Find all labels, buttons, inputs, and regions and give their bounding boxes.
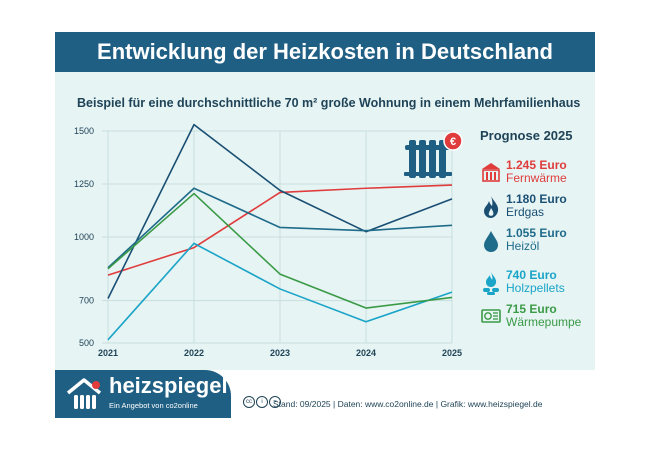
y-tick-label: 1500	[74, 126, 94, 136]
series-line-fernwärme	[107, 184, 453, 276]
euro-symbol: €	[450, 136, 456, 148]
y-tick-label: 500	[79, 338, 94, 348]
infographic-card: Entwicklung der Heizkosten in Deutschlan…	[55, 32, 595, 418]
x-tick-label: 2022	[184, 348, 204, 358]
y-tick-label: 700	[79, 296, 94, 306]
legend-value: 740 Euro	[506, 268, 557, 282]
house-radiator-icon	[66, 378, 102, 409]
gas-flame-icon	[484, 196, 499, 218]
cc-icon: cc	[243, 396, 255, 408]
x-tick-label: 2023	[270, 348, 290, 358]
brand-box[interactable]: heizspiegel Ein Angebot von co2online	[55, 370, 231, 418]
series-line-heizöl	[107, 187, 453, 269]
euro-badge	[443, 131, 463, 151]
legend-title: Prognose 2025	[480, 128, 573, 143]
wood-pellets-icon	[483, 272, 499, 295]
legend-name: Erdgas	[506, 205, 545, 219]
legend-value: 1.055 Euro	[506, 226, 567, 240]
x-tick-label: 2025	[442, 348, 462, 358]
credits: Stand: 09/2025 | Daten: www.co2online.de…	[273, 399, 543, 409]
x-tick-label: 2024	[356, 348, 376, 358]
chart-subtitle: Beispiel für eine durchschnittliche 70 m…	[77, 96, 581, 110]
legend-name: Heizöl	[506, 239, 540, 253]
y-axis-ticks: 1500 1250 1000 700 500	[74, 126, 94, 348]
x-tick-label: 2021	[98, 348, 118, 358]
y-tick-label: 1250	[74, 179, 94, 189]
heat-pump-icon	[481, 309, 501, 323]
oil-drop-icon	[484, 231, 498, 252]
radiator-icon: €	[404, 131, 463, 178]
brand-name: heizspiegel	[109, 373, 228, 398]
x-axis-ticks: 2021 2022 2023 2024 2025	[98, 348, 462, 358]
legend-name: Holzpellets	[506, 281, 565, 295]
nd-icon: =	[269, 396, 281, 408]
legend-name: Fernwärme	[506, 171, 567, 185]
brand-tagline: Ein Angebot von co2online	[109, 401, 198, 410]
legend-value: 1.180 Euro	[506, 192, 567, 206]
by-icon: i	[256, 396, 268, 408]
chart-grid	[102, 130, 453, 344]
series-line-wärmepumpe	[107, 192, 453, 309]
series-line-erdgas	[107, 123, 453, 299]
title-bar: Entwicklung der Heizkosten in Deutschlan…	[55, 32, 595, 72]
page-title: Entwicklung der Heizkosten in Deutschlan…	[97, 39, 553, 64]
series-line-holzpellets	[107, 242, 453, 341]
legend-value: 1.245 Euro	[506, 158, 567, 172]
district-heating-icon	[482, 163, 500, 182]
y-tick-label: 1000	[74, 232, 94, 242]
legend-name: Wärmepumpe	[506, 315, 582, 329]
chart-lines	[107, 123, 453, 341]
legend-value: 715 Euro	[506, 302, 557, 316]
license-icons: cc i =	[243, 396, 281, 408]
